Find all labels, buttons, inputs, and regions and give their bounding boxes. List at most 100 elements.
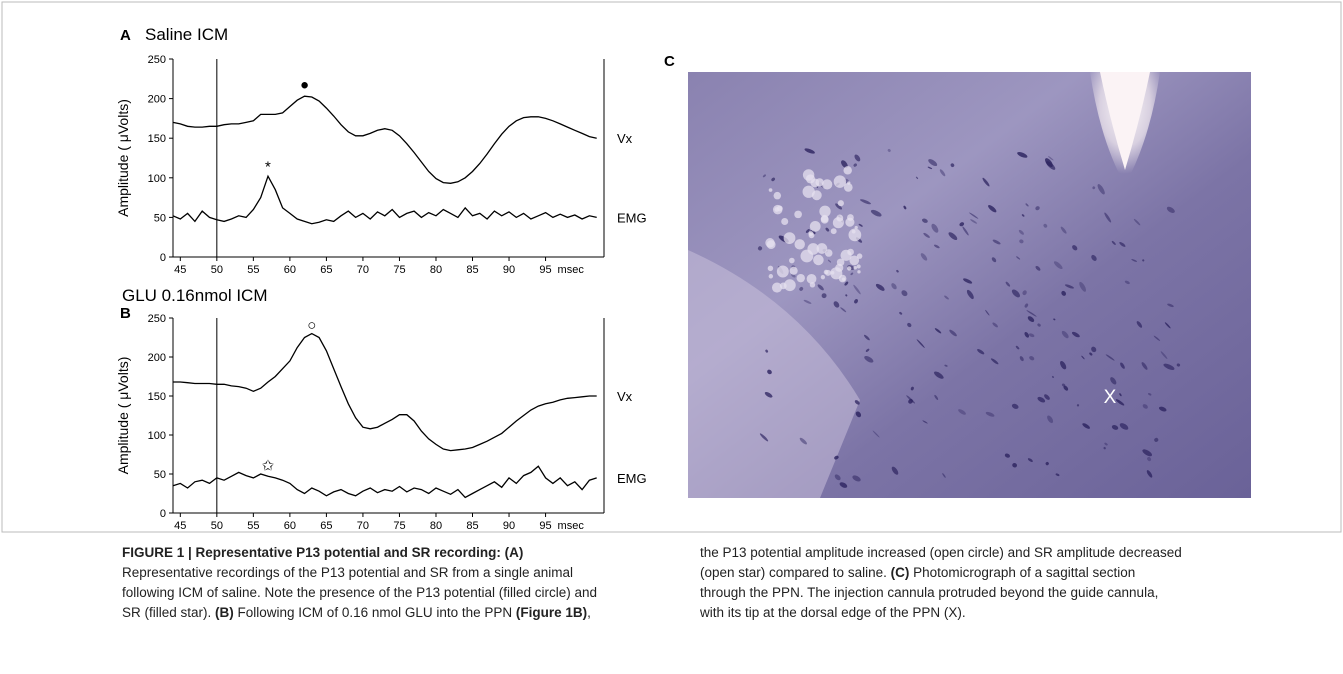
cell xyxy=(1019,356,1024,362)
cell xyxy=(821,293,827,299)
vacuole xyxy=(840,249,852,261)
cell xyxy=(1148,393,1152,396)
cell xyxy=(950,163,955,168)
vacuole xyxy=(796,273,805,283)
vacuole xyxy=(771,282,783,293)
cell xyxy=(853,163,857,167)
cell xyxy=(982,177,990,187)
cell xyxy=(920,253,928,261)
cell xyxy=(860,199,871,205)
x-tick-label: 55 xyxy=(247,264,259,276)
caption-text: Photomicrograph of a sagittal section xyxy=(909,565,1136,580)
cell xyxy=(855,411,862,418)
trace xyxy=(173,332,597,452)
y-tick-label: 0 xyxy=(160,508,166,520)
cell xyxy=(1153,335,1161,341)
vacuole xyxy=(853,266,857,270)
caption-line: Representative recordings of the P13 pot… xyxy=(122,563,597,583)
cell xyxy=(1115,399,1125,406)
cannula-marker: X xyxy=(1104,387,1117,408)
cell xyxy=(922,420,928,424)
cell xyxy=(1051,375,1054,378)
cell xyxy=(875,283,885,291)
annotation: ✩ xyxy=(262,457,275,474)
cell xyxy=(1061,290,1066,296)
y-axis-label: Amplitude ( μVolts) xyxy=(115,357,131,475)
cell xyxy=(872,430,880,438)
vacuole xyxy=(766,240,776,250)
cell xyxy=(1045,461,1049,466)
cell xyxy=(1026,310,1037,317)
cell xyxy=(1082,423,1090,429)
chart-title: GLU 0.16nmol ICM xyxy=(122,286,268,305)
cell xyxy=(839,482,848,488)
cell xyxy=(927,166,933,170)
cell xyxy=(1158,406,1167,412)
x-tick-label: 60 xyxy=(284,520,296,532)
caption-line: with its tip at the dorsal edge of the P… xyxy=(700,603,1182,623)
vacuole xyxy=(776,265,789,278)
series-label: EMG xyxy=(617,210,647,225)
cell xyxy=(958,409,966,415)
cell xyxy=(933,244,940,249)
annotation: * xyxy=(265,159,271,176)
cell xyxy=(1141,362,1148,370)
cell xyxy=(1097,184,1105,195)
vacuole xyxy=(776,205,783,212)
caption-right: the P13 potential amplitude increased (o… xyxy=(700,543,1182,623)
cell xyxy=(1154,437,1159,442)
x-tick-label: 85 xyxy=(466,520,478,532)
cell xyxy=(1029,356,1035,361)
cell xyxy=(762,174,766,178)
annotation: ● xyxy=(300,76,309,93)
cell xyxy=(865,348,870,352)
cell xyxy=(1027,316,1035,323)
caption-text: following ICM of saline. Note the presen… xyxy=(122,585,598,600)
vacuole xyxy=(847,266,852,271)
cell xyxy=(854,400,860,405)
x-tick-label: 75 xyxy=(393,520,405,532)
cell xyxy=(1021,214,1025,217)
caption-bold: (C) xyxy=(890,565,910,580)
cell xyxy=(1011,289,1020,298)
panel-label: C xyxy=(664,53,675,70)
vacuole xyxy=(849,255,860,266)
cell xyxy=(1146,470,1153,478)
vacuole xyxy=(779,282,787,290)
x-axis-label: msec xyxy=(558,264,585,276)
cell xyxy=(804,148,815,154)
cell xyxy=(854,154,861,162)
vacuole xyxy=(830,270,835,275)
vacuole xyxy=(836,214,844,222)
cell xyxy=(864,356,874,363)
cell xyxy=(944,364,948,367)
cell xyxy=(1016,256,1021,260)
cell xyxy=(1046,161,1056,170)
cell xyxy=(901,290,908,297)
cell xyxy=(970,219,978,224)
figure-frame xyxy=(1,1,1342,533)
cell xyxy=(1111,240,1116,245)
caption-line: following ICM of saline. Note the presen… xyxy=(122,583,597,603)
vacuole xyxy=(813,254,824,266)
x-tick-label: 50 xyxy=(211,520,223,532)
cell xyxy=(1055,473,1060,477)
cell xyxy=(834,455,839,460)
vacuole xyxy=(822,179,833,190)
panel-letter: A xyxy=(120,27,131,44)
cell xyxy=(1035,265,1041,271)
vacuole xyxy=(767,265,774,272)
vacuole xyxy=(824,269,832,276)
cell xyxy=(1004,453,1010,458)
vacuole xyxy=(830,228,837,235)
series-label: EMG xyxy=(617,471,647,486)
cell xyxy=(1022,290,1027,296)
vacuole xyxy=(768,274,774,279)
vacuole xyxy=(837,200,844,207)
caption-line: SR (filled star). (B) Following ICM of 0… xyxy=(122,603,597,623)
cell xyxy=(1072,245,1078,251)
x-tick-label: 80 xyxy=(430,520,442,532)
cell xyxy=(969,212,979,219)
cell xyxy=(891,466,899,475)
cell xyxy=(817,284,824,291)
